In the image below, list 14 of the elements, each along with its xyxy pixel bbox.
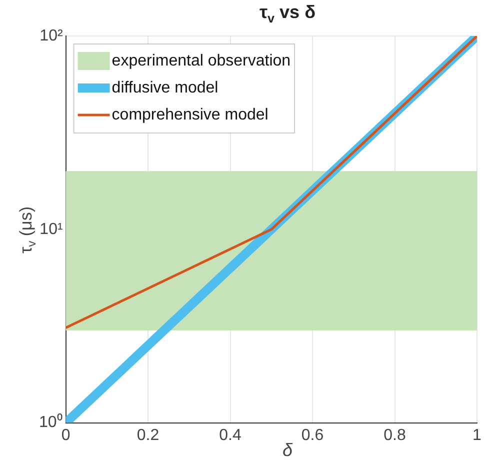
x-axis-title: δ	[282, 440, 292, 460]
x-tick-label: 0.8	[384, 426, 406, 444]
y-tick-label: 10²	[40, 27, 64, 44]
chart-title: τ$_{v}$ vs δ	[258, 2, 316, 26]
x-tick-label: 0.4	[219, 426, 242, 444]
y-tick-label: 10¹	[40, 220, 63, 238]
y-tick-label: 10⁰	[39, 413, 63, 432]
x-tick-label: 1	[472, 426, 482, 444]
legend-label: diffusive model	[112, 79, 218, 96]
legend-label: comprehensive model	[112, 106, 268, 124]
x-tick-label: 0.2	[136, 426, 160, 444]
x-tick-label: 0.6	[301, 426, 324, 444]
x-tick-label: 0	[61, 426, 70, 444]
legend-label: experimental observation	[112, 52, 291, 70]
